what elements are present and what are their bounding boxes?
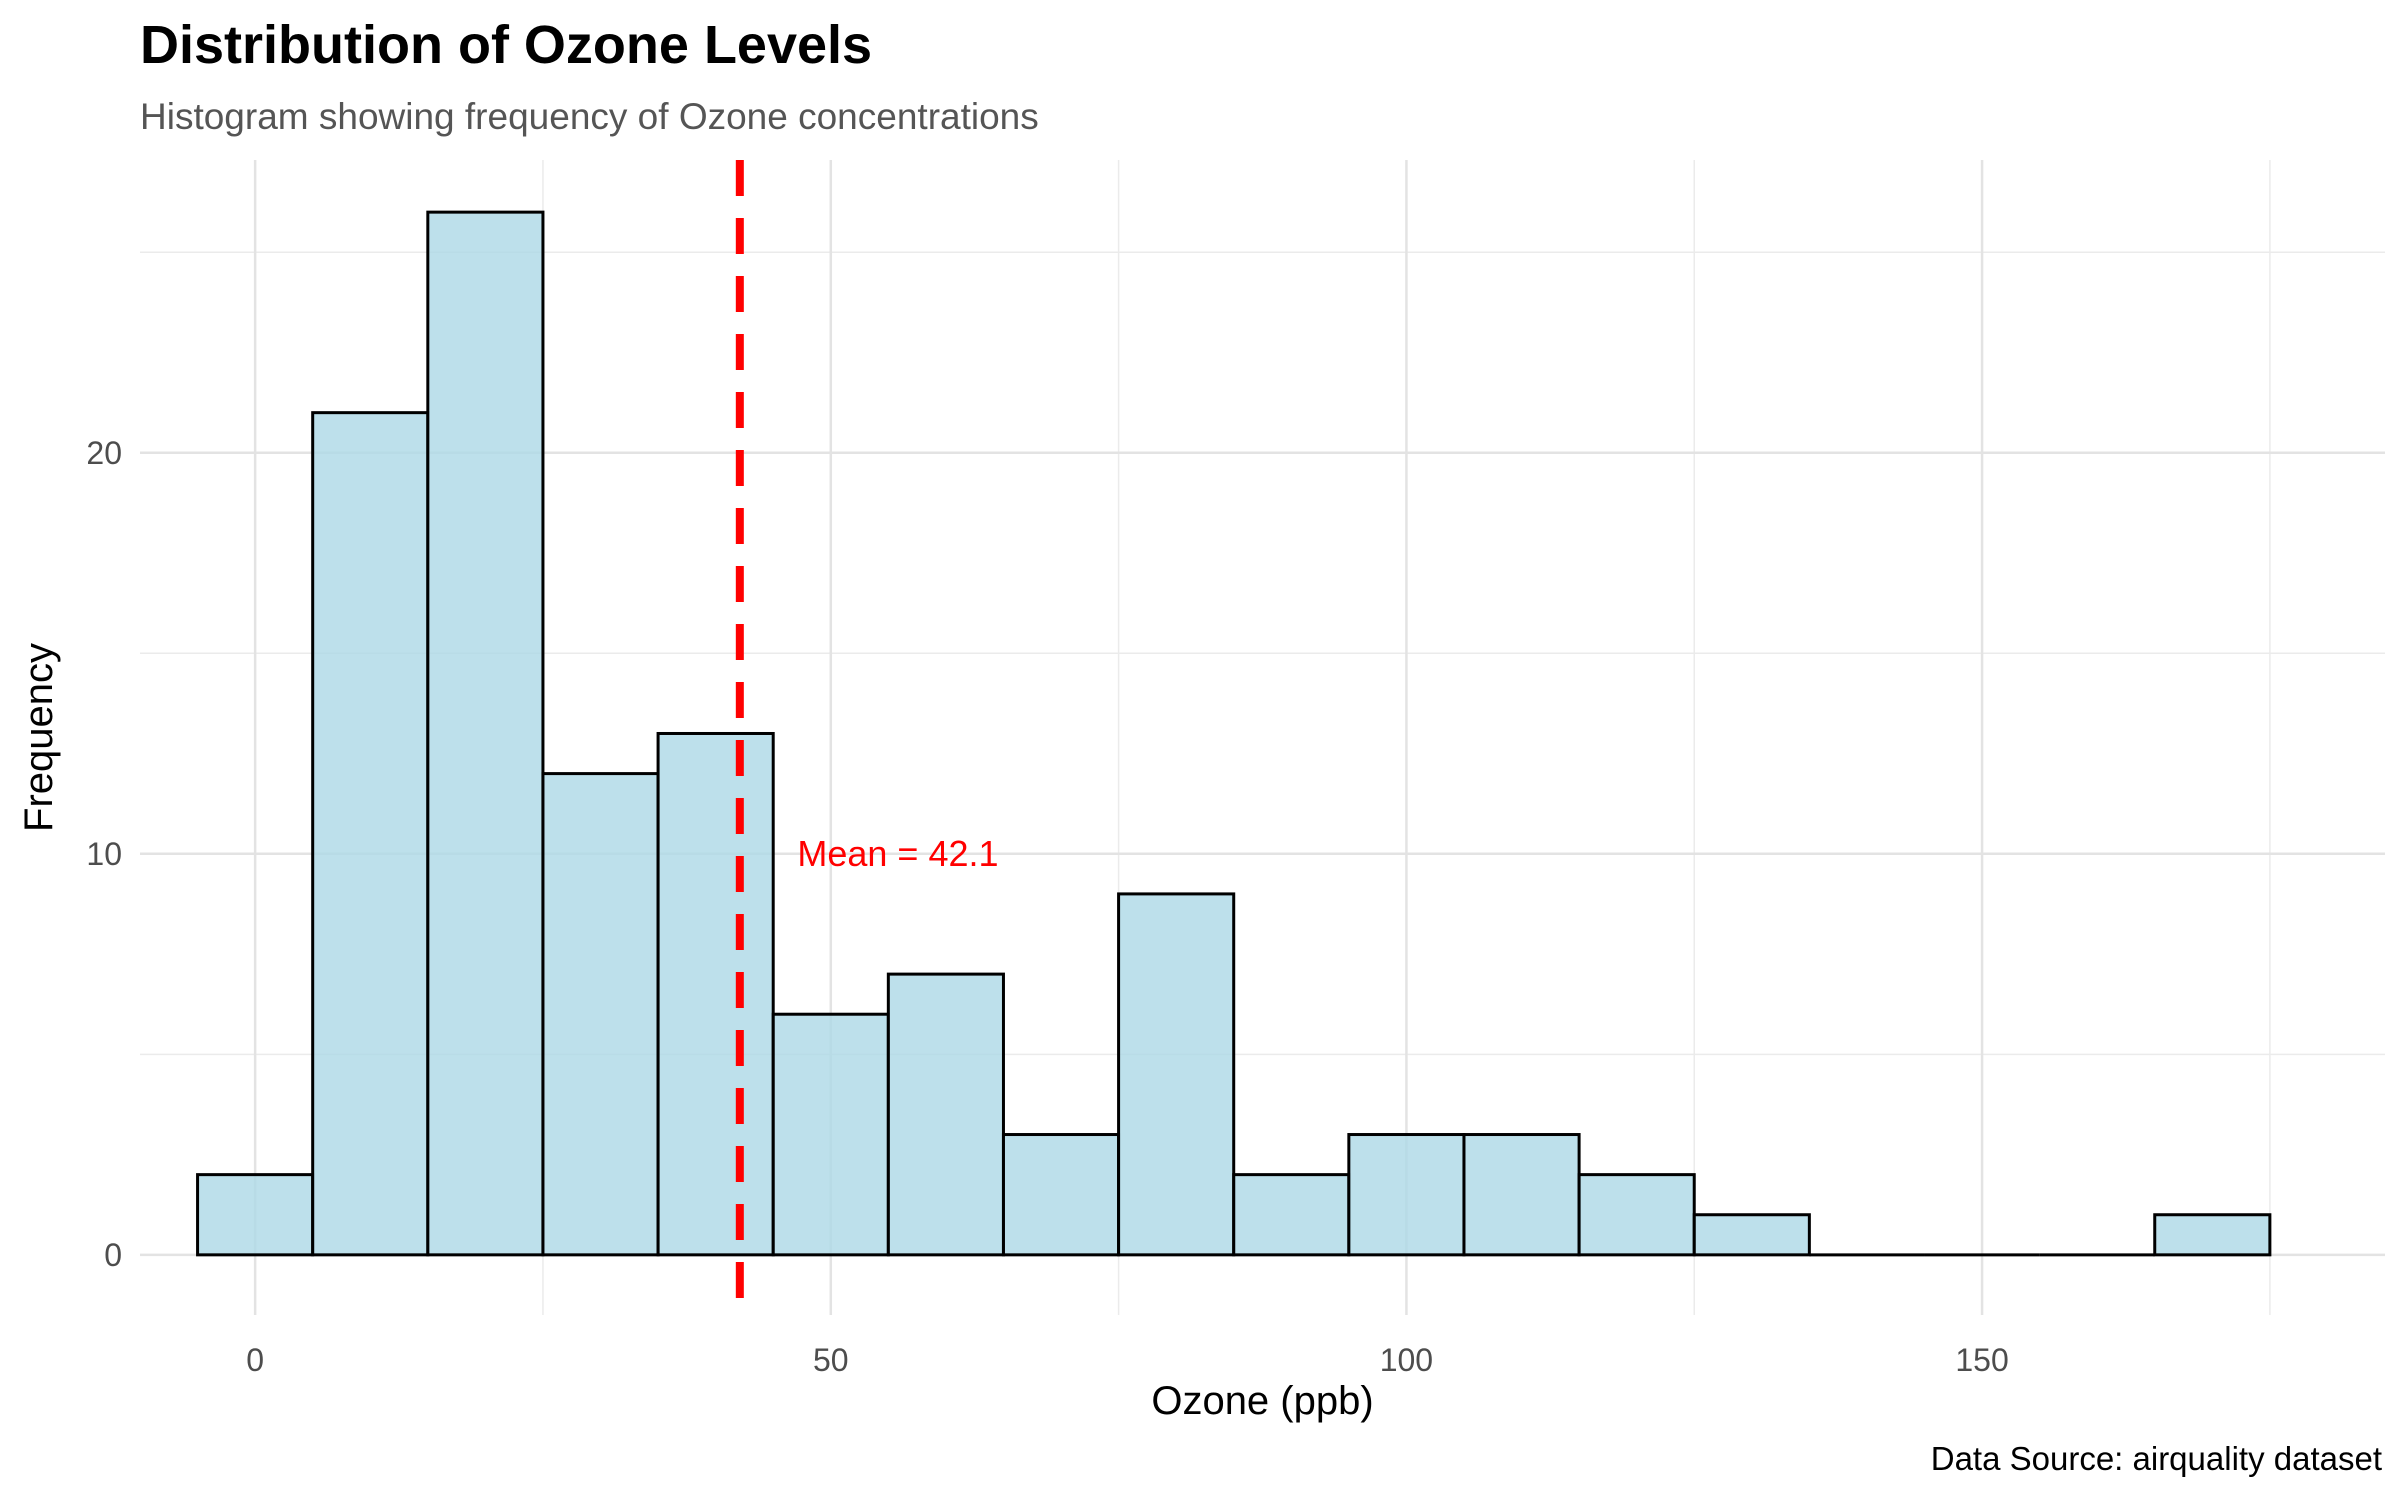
histogram-bar xyxy=(1001,1133,1121,1257)
histogram-bar xyxy=(541,772,660,1257)
y-axis-title: Frequency xyxy=(17,643,61,832)
chart-subtitle: Histogram showing frequency of Ozone con… xyxy=(140,96,1039,137)
histogram-bar xyxy=(1577,1173,1696,1257)
histogram-bar xyxy=(426,210,545,1257)
x-tick-label: 50 xyxy=(813,1342,849,1378)
histogram-bar xyxy=(771,1012,890,1257)
x-tick-label: 100 xyxy=(1380,1342,1433,1378)
histogram-bar xyxy=(656,731,775,1257)
histogram-bar xyxy=(1232,1173,1351,1257)
chart-title: Distribution of Ozone Levels xyxy=(140,15,873,75)
histogram-bar xyxy=(1462,1133,1581,1257)
histogram-bar xyxy=(311,411,430,1257)
data-source-caption: Data Source: airquality dataset xyxy=(1930,1440,2382,1477)
axis-ticks: 0 50 100 150 0 10 20 xyxy=(86,435,2008,1378)
histogram-bar xyxy=(196,1173,315,1257)
x-axis-title: Ozone (ppb) xyxy=(1151,1379,1373,1423)
histogram-bar xyxy=(1692,1213,1811,1257)
y-tick-label: 0 xyxy=(104,1237,122,1273)
histogram-bar xyxy=(886,972,1005,1257)
mean-label: Mean = 42.1 xyxy=(797,833,998,874)
histogram-bar xyxy=(2153,1213,2272,1257)
histogram-bars xyxy=(196,210,2272,1257)
y-tick-label: 10 xyxy=(86,836,122,872)
y-tick-label: 20 xyxy=(86,435,122,471)
mean-line-group: Mean = 42.1 xyxy=(735,160,999,1315)
x-tick-label: 150 xyxy=(1955,1342,2008,1378)
x-tick-label: 0 xyxy=(246,1342,264,1378)
histogram-bar xyxy=(1347,1133,1466,1257)
histogram-bar xyxy=(1117,892,1236,1257)
